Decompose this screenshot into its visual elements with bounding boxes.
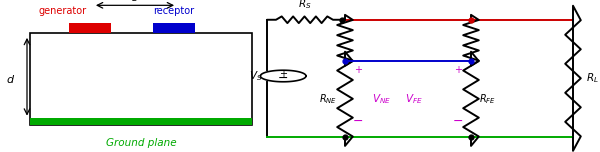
Text: $V_{FE}$: $V_{FE}$	[405, 92, 423, 106]
Text: −: −	[278, 72, 289, 85]
Text: $R_{FE}$: $R_{FE}$	[479, 92, 496, 106]
Bar	[153, 23, 195, 33]
Text: +: +	[279, 69, 287, 79]
Text: +: +	[354, 65, 362, 75]
Text: −: −	[353, 115, 364, 128]
Text: $V_{NE}$: $V_{NE}$	[372, 92, 391, 106]
Text: generator: generator	[39, 6, 87, 16]
Bar	[69, 23, 111, 33]
Text: $V_S$: $V_S$	[249, 69, 262, 83]
Text: $R_L$: $R_L$	[586, 71, 599, 85]
Bar	[30, 33, 252, 125]
Text: Ground plane: Ground plane	[106, 138, 176, 148]
Text: $R_S$: $R_S$	[298, 0, 311, 11]
Bar	[30, 118, 252, 125]
Text: $d$: $d$	[6, 73, 16, 85]
Text: $s$: $s$	[131, 0, 139, 3]
Text: +: +	[454, 65, 462, 75]
Text: $R_{NE}$: $R_{NE}$	[319, 92, 337, 106]
Text: −: −	[452, 115, 463, 128]
Text: receptor: receptor	[154, 6, 194, 16]
